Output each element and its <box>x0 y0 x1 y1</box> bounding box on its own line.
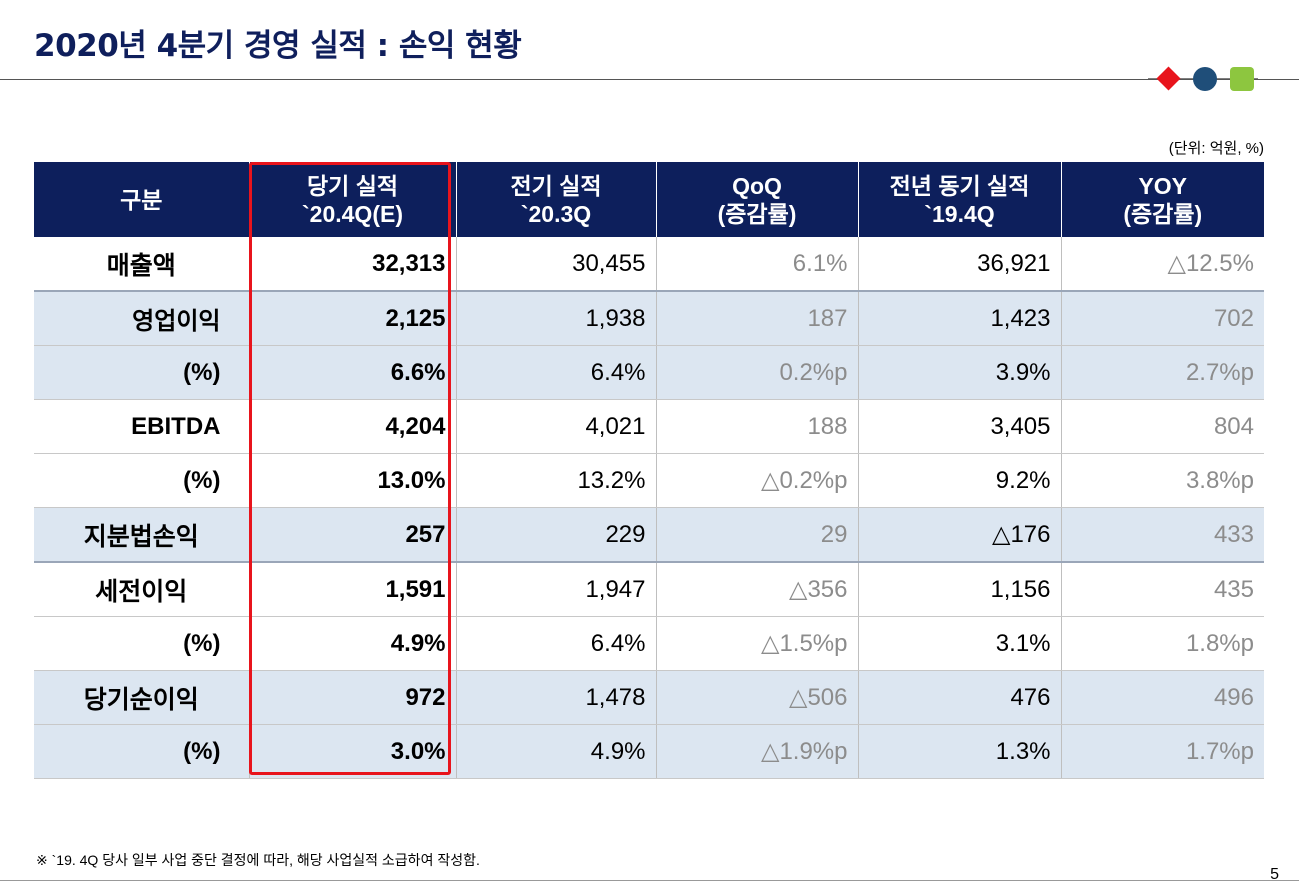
row-label: 지분법손익 <box>34 507 249 563</box>
table-row: (%) 3.0% 4.9% △1.9%p 1.3% 1.7%p <box>34 724 1264 779</box>
unit-label: (단위: 억원, %) <box>1168 140 1264 157</box>
previous-value: 13.2% <box>455 453 656 508</box>
header-previous: 전기 실적 `20.3Q <box>455 162 656 237</box>
qoq-value: △1.9%p <box>655 724 858 779</box>
header-current: 당기 실적 `20.4Q(E) <box>248 162 456 237</box>
prev-year-value: 3,405 <box>857 399 1061 454</box>
yoy-value: 496 <box>1060 670 1264 725</box>
current-value: 6.6% <box>248 345 456 400</box>
table-row: 매출액 32,313 30,455 6.1% 36,921 △12.5% <box>34 237 1264 292</box>
page-title: 2020년 4분기 경영 실적 : 손익 현황 <box>34 28 522 64</box>
prev-year-value: 36,921 <box>857 237 1061 292</box>
green-square-icon <box>1230 67 1254 91</box>
previous-value: 6.4% <box>455 345 656 400</box>
yoy-value: 1.7%p <box>1060 724 1264 779</box>
yoy-value: 435 <box>1060 562 1264 617</box>
yoy-value: 433 <box>1060 507 1264 563</box>
title-divider <box>0 79 1299 80</box>
prev-year-value: △176 <box>857 507 1061 563</box>
row-label: (%) <box>34 345 249 400</box>
header-yoy: YOY (증감률) <box>1060 162 1264 237</box>
prev-year-value: 1,423 <box>857 291 1061 346</box>
qoq-value: △0.2%p <box>655 453 858 508</box>
row-label: EBITDA <box>34 399 249 454</box>
prev-year-value: 3.9% <box>857 345 1061 400</box>
table-row: EBITDA 4,204 4,021 188 3,405 804 <box>34 399 1264 454</box>
qoq-value: △1.5%p <box>655 616 858 671</box>
income-statement-table: 구분 당기 실적 `20.4Q(E) 전기 실적 `20.3Q QoQ (증감률) 전… <box>34 162 1264 779</box>
table-header-row: 구분 당기 실적 `20.4Q(E) 전기 실적 `20.3Q QoQ (증감률) 전… <box>34 162 1264 237</box>
current-value: 257 <box>248 507 456 563</box>
prev-year-value: 1.3% <box>857 724 1061 779</box>
current-value: 4.9% <box>248 616 456 671</box>
table-row: (%) 13.0% 13.2% △0.2%p 9.2% 3.8%p <box>34 453 1264 508</box>
table-row: (%) 6.6% 6.4% 0.2%p 3.9% 2.7%p <box>34 345 1264 400</box>
header-category: 구분 <box>34 162 249 237</box>
blue-circle-icon <box>1193 67 1217 91</box>
table-row: 지분법손익 257 229 29 △176 433 <box>34 507 1264 563</box>
row-label: 세전이익 <box>34 562 249 617</box>
yoy-value: △12.5% <box>1060 237 1264 292</box>
previous-value: 4.9% <box>455 724 656 779</box>
qoq-value: 29 <box>655 507 858 563</box>
red-diamond-icon <box>1156 66 1181 91</box>
row-label: (%) <box>34 616 249 671</box>
current-value: 3.0% <box>248 724 456 779</box>
bottom-divider <box>0 880 1299 881</box>
prev-year-value: 476 <box>857 670 1061 725</box>
table-row: 영업이익 2,125 1,938 187 1,423 702 <box>34 291 1264 346</box>
row-label: (%) <box>34 453 249 508</box>
row-label: (%) <box>34 724 249 779</box>
yoy-value: 702 <box>1060 291 1264 346</box>
prev-year-value: 9.2% <box>857 453 1061 508</box>
yoy-value: 2.7%p <box>1060 345 1264 400</box>
previous-value: 1,938 <box>455 291 656 346</box>
previous-value: 1,947 <box>455 562 656 617</box>
row-label: 매출액 <box>34 237 249 292</box>
previous-value: 4,021 <box>455 399 656 454</box>
header-prev-year: 전년 동기 실적 `19.4Q <box>857 162 1061 237</box>
previous-value: 6.4% <box>455 616 656 671</box>
current-value: 32,313 <box>248 237 456 292</box>
qoq-value: 187 <box>655 291 858 346</box>
row-label: 당기순이익 <box>34 670 249 725</box>
qoq-value: △356 <box>655 562 858 617</box>
brand-dots-icon <box>1148 66 1258 91</box>
yoy-value: 3.8%p <box>1060 453 1264 508</box>
qoq-value: 6.1% <box>655 237 858 292</box>
prev-year-value: 1,156 <box>857 562 1061 617</box>
current-period-highlight-box <box>249 162 451 775</box>
qoq-value: △506 <box>655 670 858 725</box>
prev-year-value: 3.1% <box>857 616 1061 671</box>
footnote: ※ `19. 4Q 당사 일부 사업 중단 결정에 따라, 해당 사업실적 소급… <box>36 852 480 868</box>
table-row: 세전이익 1,591 1,947 △356 1,156 435 <box>34 562 1264 617</box>
previous-value: 229 <box>455 507 656 563</box>
current-value: 972 <box>248 670 456 725</box>
yoy-value: 1.8%p <box>1060 616 1264 671</box>
current-value: 1,591 <box>248 562 456 617</box>
previous-value: 1,478 <box>455 670 656 725</box>
row-label: 영업이익 <box>34 291 249 346</box>
current-value: 2,125 <box>248 291 456 346</box>
current-value: 13.0% <box>248 453 456 508</box>
previous-value: 30,455 <box>455 237 656 292</box>
qoq-value: 188 <box>655 399 858 454</box>
qoq-value: 0.2%p <box>655 345 858 400</box>
header-qoq: QoQ (증감률) <box>655 162 858 237</box>
page-number: 5 <box>1270 866 1279 883</box>
table-row: (%) 4.9% 6.4% △1.5%p 3.1% 1.8%p <box>34 616 1264 671</box>
current-value: 4,204 <box>248 399 456 454</box>
yoy-value: 804 <box>1060 399 1264 454</box>
table-row: 당기순이익 972 1,478 △506 476 496 <box>34 670 1264 725</box>
